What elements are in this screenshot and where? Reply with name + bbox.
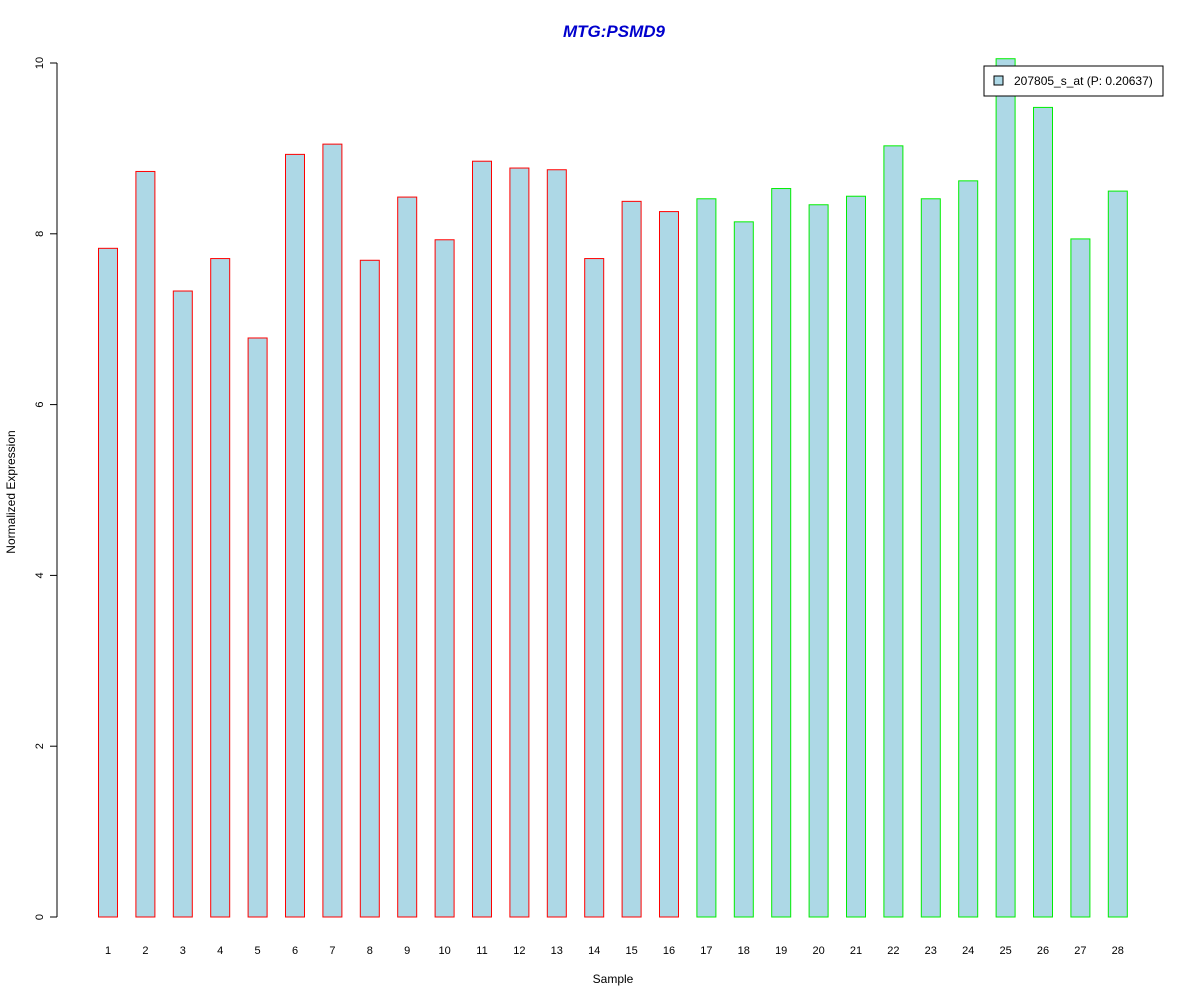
x-tick-label: 1 [105, 945, 111, 957]
x-tick-label: 15 [625, 945, 637, 957]
x-tick-label: 25 [999, 945, 1011, 957]
bar-sample-10 [434, 239, 455, 918]
legend-label: 207805_s_at (P: 0.20637) [1014, 74, 1153, 88]
bar-sample-12 [509, 167, 530, 918]
y-tick-label: 10 [34, 57, 46, 69]
bar-sample-20 [808, 204, 829, 918]
bar-sample-2 [135, 170, 156, 918]
x-tick-label: 16 [663, 945, 675, 957]
legend: 207805_s_at (P: 0.20637) [983, 65, 1164, 97]
bar-sample-14 [584, 258, 605, 918]
bar-sample-9 [397, 196, 418, 918]
x-tick-label: 9 [404, 945, 410, 957]
legend-swatch [993, 75, 1004, 86]
x-tick-label: 11 [476, 945, 487, 957]
y-tick-label: 2 [34, 743, 46, 749]
y-tick-label: 6 [34, 402, 46, 408]
x-tick-label: 21 [850, 945, 862, 957]
x-tick-label: 4 [217, 945, 223, 957]
y-tick-label: 8 [34, 231, 46, 237]
bar-sample-16 [659, 211, 679, 918]
x-tick-label: 18 [738, 945, 750, 957]
y-tick-label: 4 [34, 572, 46, 578]
chart-title: MTG:PSMD9 [563, 22, 666, 41]
x-tick-label: 8 [367, 945, 373, 957]
x-tick-label: 3 [180, 945, 186, 957]
x-axis-tick-labels: 1 2 3 4 5 6 7 8 9 10 11 12 13 14 15 16 17 18 19 20 21 22 23 24 2… [105, 945, 1124, 957]
x-tick-label: 20 [812, 945, 824, 957]
x-tick-label: 13 [551, 945, 563, 957]
y-axis: 0 2 4 6 8 10 [34, 57, 58, 920]
bar-sample-15 [621, 200, 642, 918]
x-tick-label: 22 [887, 945, 899, 957]
bar-sample-5 [247, 337, 268, 918]
bar-sample-18 [733, 221, 754, 918]
bar-sample-23 [920, 198, 941, 918]
bar-sample-25 [995, 58, 1016, 918]
x-tick-label: 7 [329, 945, 335, 957]
y-tick-label: 0 [34, 914, 46, 920]
x-tick-label: 2 [142, 945, 148, 957]
bar-sample-19 [771, 188, 792, 918]
bar-sample-8 [359, 259, 380, 918]
x-tick-label: 26 [1037, 945, 1049, 957]
bar-sample-21 [846, 195, 866, 918]
bar-sample-4 [210, 258, 231, 918]
bar-sample-22 [883, 145, 904, 918]
x-tick-label: 14 [588, 945, 600, 957]
bar-sample-6 [285, 153, 305, 918]
bar-sample-17 [696, 198, 717, 918]
bar-sample-24 [958, 180, 979, 918]
bar-sample-7 [322, 143, 343, 918]
y-axis-label: Normalized Expression [4, 430, 18, 553]
x-tick-label: 24 [962, 945, 974, 957]
x-tick-label: 23 [925, 945, 937, 957]
x-tick-label: 19 [775, 945, 787, 957]
x-tick-label: 28 [1112, 945, 1124, 957]
bar-sample-11 [472, 160, 492, 918]
bar-sample-28 [1107, 190, 1128, 918]
x-axis-label: Sample [593, 972, 634, 986]
x-tick-label: 17 [700, 945, 712, 957]
bar-sample-3 [172, 290, 193, 918]
x-tick-label: 6 [292, 945, 298, 957]
bar-sample-26 [1033, 106, 1053, 918]
x-tick-label: 27 [1074, 945, 1086, 957]
bar-sample-1 [98, 247, 118, 918]
bars [98, 58, 1128, 918]
x-tick-label: 10 [438, 945, 450, 957]
legend-box [983, 65, 1164, 97]
bar-sample-13 [546, 169, 567, 918]
x-tick-label: 5 [255, 945, 261, 957]
x-tick-label: 12 [513, 945, 525, 957]
bar-sample-27 [1070, 238, 1091, 918]
